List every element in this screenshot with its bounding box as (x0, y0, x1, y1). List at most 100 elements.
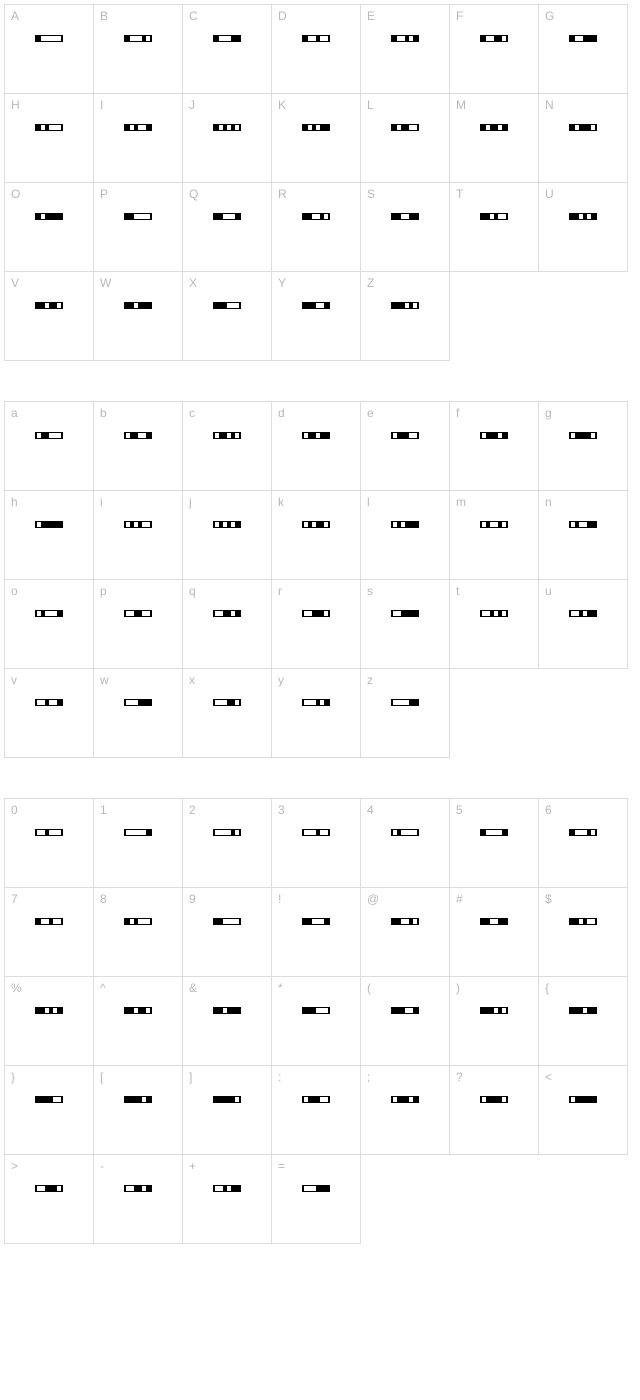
char-cell: B (94, 5, 183, 94)
glyph (569, 124, 597, 131)
char-cell-label: < (545, 1070, 552, 1084)
char-cell-label: s (367, 584, 373, 598)
character-map-root: ABCDEFGHIJKLMNOPQRSTUVWXYZabcdefghijklmn… (4, 4, 636, 1244)
char-cell: 9 (183, 888, 272, 977)
glyph (213, 610, 241, 617)
char-cell: : (272, 1066, 361, 1155)
char-cell-empty (361, 1155, 450, 1244)
char-cell: 5 (450, 799, 539, 888)
char-cell-label: t (456, 584, 459, 598)
char-cell-label: C (189, 9, 198, 23)
char-cell: i (94, 491, 183, 580)
glyph (302, 124, 330, 131)
char-cell: l (361, 491, 450, 580)
char-cell-label: [ (100, 1070, 103, 1084)
char-cell: q (183, 580, 272, 669)
glyph (569, 213, 597, 220)
char-cell-label: B (100, 9, 108, 23)
glyph (391, 699, 419, 706)
char-cell: x (183, 669, 272, 758)
char-cell-label: f (456, 406, 459, 420)
glyph (569, 829, 597, 836)
glyph (569, 35, 597, 42)
char-cell-label: L (367, 98, 374, 112)
char-cell-label: 1 (100, 803, 107, 817)
char-cell: @ (361, 888, 450, 977)
char-cell-label: j (189, 495, 192, 509)
char-cell-label: 7 (11, 892, 18, 906)
glyph (124, 213, 152, 220)
char-cell: E (361, 5, 450, 94)
char-cell: m (450, 491, 539, 580)
char-cell-label: 0 (11, 803, 18, 817)
glyph (35, 1007, 63, 1014)
char-cell: V (5, 272, 94, 361)
char-cell-label: ) (456, 981, 460, 995)
char-cell-label: = (278, 1159, 285, 1173)
char-cell-label: R (278, 187, 287, 201)
glyph (391, 610, 419, 617)
char-cell: [ (94, 1066, 183, 1155)
glyph (302, 432, 330, 439)
char-cell: u (539, 580, 628, 669)
char-cell: h (5, 491, 94, 580)
glyph (35, 213, 63, 220)
glyph (213, 213, 241, 220)
char-cell-label: o (11, 584, 18, 598)
glyph (213, 918, 241, 925)
char-cell: L (361, 94, 450, 183)
char-cell: A (5, 5, 94, 94)
char-cell-label: + (189, 1159, 196, 1173)
char-cell-label: 5 (456, 803, 463, 817)
glyph (569, 918, 597, 925)
char-cell: v (5, 669, 94, 758)
char-cell: a (5, 402, 94, 491)
glyph (213, 1185, 241, 1192)
char-cell-empty (539, 1155, 628, 1244)
char-cell: s (361, 580, 450, 669)
char-cell: j (183, 491, 272, 580)
char-cell-label: l (367, 495, 370, 509)
char-cell: I (94, 94, 183, 183)
char-cell-label: P (100, 187, 108, 201)
char-cell-label: i (100, 495, 103, 509)
char-cell: r (272, 580, 361, 669)
glyph (391, 124, 419, 131)
char-cell-label: - (100, 1159, 104, 1173)
glyph (480, 35, 508, 42)
glyph (302, 829, 330, 836)
char-cell: = (272, 1155, 361, 1244)
glyph (480, 521, 508, 528)
char-cell-label: S (367, 187, 375, 201)
glyph (213, 35, 241, 42)
glyph (124, 699, 152, 706)
char-cell: G (539, 5, 628, 94)
char-cell-empty (450, 669, 539, 758)
char-cell: % (5, 977, 94, 1066)
glyph (35, 1096, 63, 1103)
char-cell: f (450, 402, 539, 491)
char-cell-label: V (11, 276, 19, 290)
char-cell: Q (183, 183, 272, 272)
glyph (213, 124, 241, 131)
char-cell: 7 (5, 888, 94, 977)
char-cell: & (183, 977, 272, 1066)
char-cell-label: 8 (100, 892, 107, 906)
char-cell: 4 (361, 799, 450, 888)
char-cell-label: T (456, 187, 463, 201)
char-cell-label: G (545, 9, 554, 23)
glyph (480, 829, 508, 836)
glyph (124, 918, 152, 925)
char-cell: t (450, 580, 539, 669)
glyph (35, 1185, 63, 1192)
char-cell: c (183, 402, 272, 491)
char-cell-label: { (545, 981, 549, 995)
char-cell-label: k (278, 495, 284, 509)
glyph (569, 610, 597, 617)
glyph (213, 432, 241, 439)
char-cell-label: ] (189, 1070, 192, 1084)
char-cell: k (272, 491, 361, 580)
glyph (391, 1007, 419, 1014)
char-cell: g (539, 402, 628, 491)
char-cell: * (272, 977, 361, 1066)
